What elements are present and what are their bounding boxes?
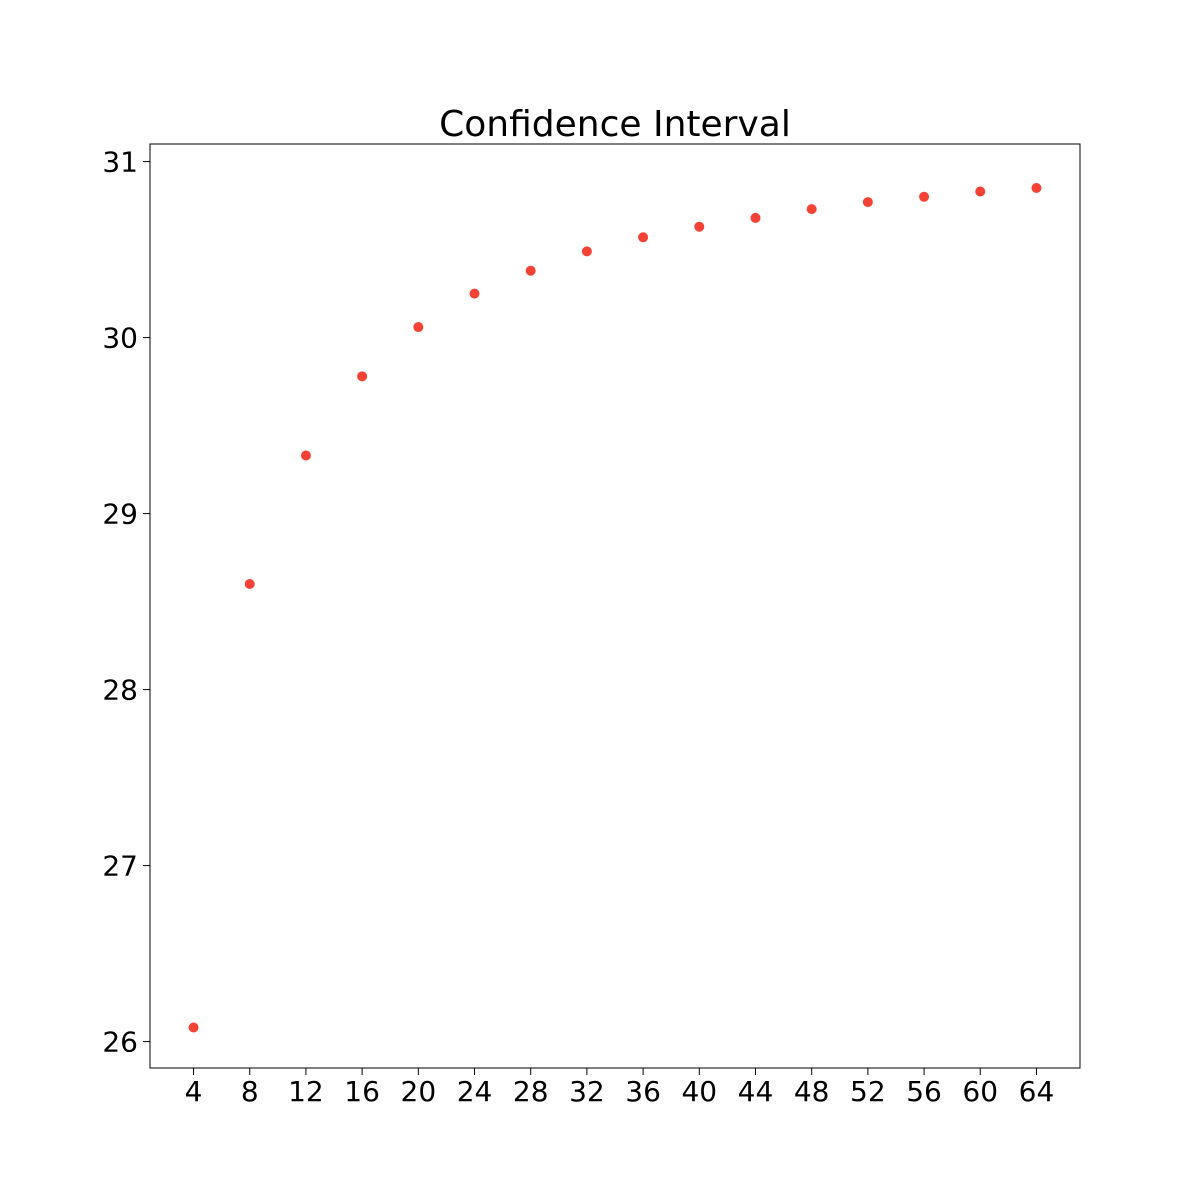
data-point: [188, 1022, 199, 1033]
y-tick-label: 29: [102, 498, 138, 531]
y-tick-label: 27: [102, 850, 138, 883]
y-tick-label: 26: [102, 1026, 138, 1059]
x-tick-label: 32: [569, 1075, 605, 1108]
y-axis: 26 27 28 29 30 31: [102, 146, 150, 1059]
data-point: [750, 212, 761, 223]
x-axis: 4 8 12 16 20 24 28 32 36 40 44 48 52 56 60 64: [185, 1068, 1055, 1108]
data-point: [469, 288, 480, 299]
y-tick-label: 30: [102, 322, 138, 355]
x-tick-label: 20: [401, 1075, 437, 1108]
data-point: [244, 579, 255, 589]
x-tick-label: 28: [513, 1075, 549, 1108]
data-point: [638, 232, 649, 243]
y-tick-label: 28: [102, 674, 138, 707]
data-point: [862, 197, 873, 208]
x-tick-label: 60: [962, 1075, 998, 1108]
x-tick-label: 24: [457, 1075, 493, 1108]
data-point: [1031, 183, 1042, 193]
y-tick-label: 31: [102, 146, 138, 179]
data-point: [581, 246, 592, 257]
data-point: [357, 371, 368, 382]
chart-title: Confidence Interval: [439, 104, 791, 145]
data-points: [188, 183, 1042, 1033]
data-point: [919, 191, 930, 202]
x-tick-label: 48: [794, 1075, 830, 1108]
x-tick-label: 64: [1019, 1075, 1055, 1108]
x-tick-label: 52: [850, 1075, 886, 1108]
data-point: [525, 265, 536, 276]
data-point: [806, 204, 817, 215]
x-tick-label: 12: [288, 1075, 324, 1108]
x-tick-label: 16: [344, 1075, 380, 1108]
x-tick-label: 36: [625, 1075, 661, 1108]
data-point: [694, 221, 705, 232]
x-tick-label: 4: [185, 1075, 203, 1108]
data-point: [413, 322, 424, 333]
plot-area-frame: [149, 143, 1081, 1069]
data-point: [300, 450, 311, 461]
x-tick-label: 8: [241, 1075, 259, 1108]
x-tick-label: 40: [681, 1075, 717, 1108]
data-point: [975, 186, 986, 197]
x-tick-label: 56: [906, 1075, 942, 1108]
x-tick-label: 44: [738, 1075, 774, 1108]
